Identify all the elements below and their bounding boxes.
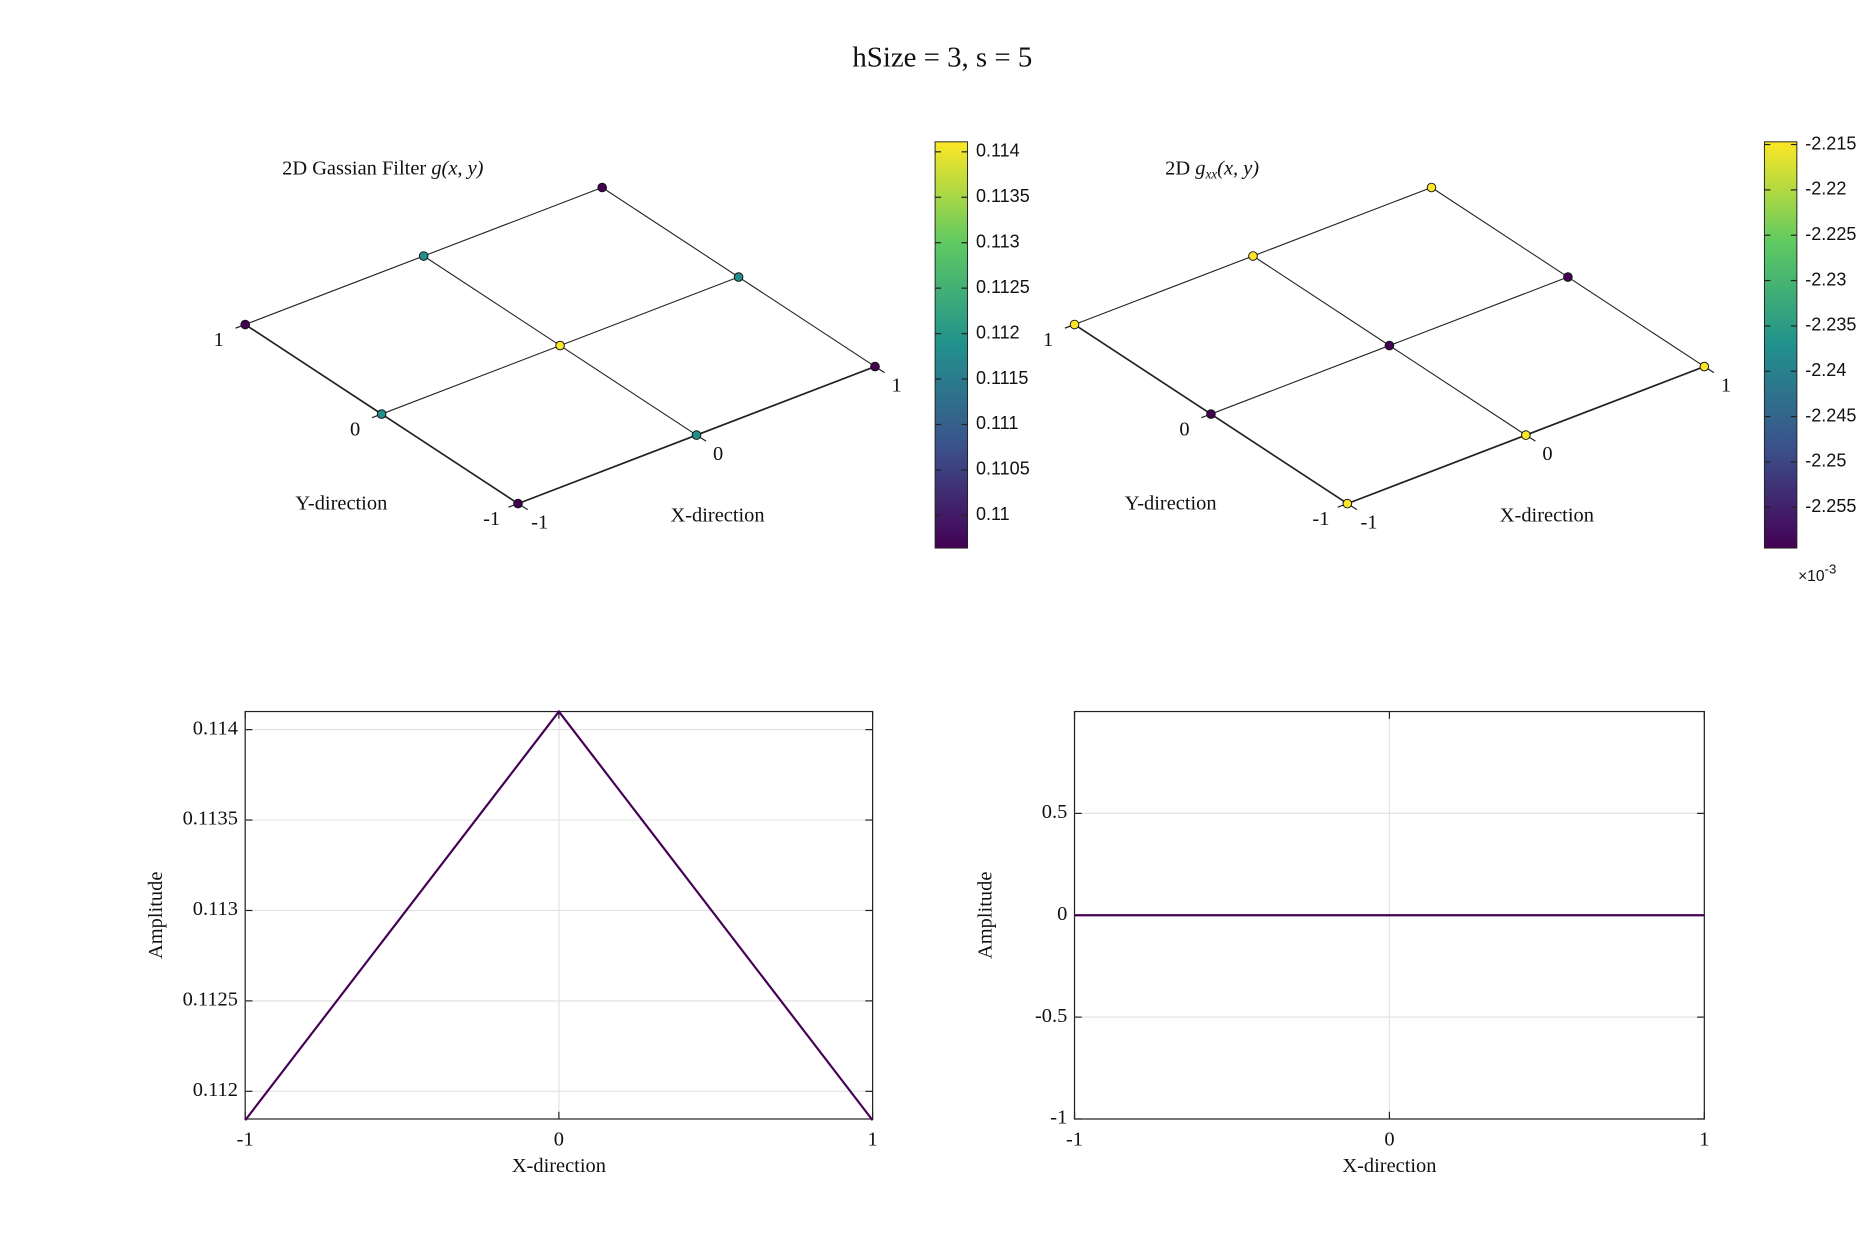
title-text: 2D bbox=[1165, 157, 1190, 179]
data-point bbox=[1563, 272, 1573, 282]
colorbar-multiplier: ×10-3 bbox=[1798, 561, 1836, 585]
title-math: g bbox=[431, 157, 441, 179]
data-point bbox=[240, 319, 250, 330]
colorbar-tick-label: 0.114 bbox=[976, 141, 1020, 161]
y-axis-label: Amplitude bbox=[145, 872, 167, 959]
data-point bbox=[870, 361, 880, 372]
y-tick-label: 1 bbox=[1043, 329, 1053, 351]
data-point bbox=[418, 251, 429, 261]
colorbar-tick-label: 0.1115 bbox=[976, 368, 1028, 388]
colorbar-tick-label: -2.215 bbox=[1805, 133, 1856, 153]
colorbar-tick-label: 0.113 bbox=[976, 231, 1020, 251]
data-point bbox=[597, 182, 607, 193]
colorbar-tick-label: -2.24 bbox=[1805, 360, 1846, 380]
y-axis-label: Y-direction bbox=[295, 492, 387, 514]
x-tick-label: 0 bbox=[1384, 1128, 1394, 1150]
y-tick-label: 0.5 bbox=[1042, 801, 1068, 823]
colorbar-tick-label: -2.235 bbox=[1805, 315, 1856, 335]
y-tick-label: 0.1135 bbox=[183, 808, 238, 830]
y-tick-label: 0.1125 bbox=[183, 989, 238, 1011]
y-tick-label: 0 bbox=[1179, 419, 1189, 441]
title-text: 2D Gassian Filter bbox=[282, 157, 426, 179]
x-axis-label: X-direction bbox=[670, 505, 764, 527]
title-math: (x, y) bbox=[1217, 157, 1259, 179]
y-tick-label: 0 bbox=[350, 419, 360, 441]
x-axis-label: X-direction bbox=[1342, 1155, 1436, 1177]
x-tick-label: 1 bbox=[1699, 1128, 1709, 1150]
multiplier-exponent: -3 bbox=[1825, 561, 1837, 576]
x-tick-label: 0 bbox=[1542, 443, 1552, 465]
data-point bbox=[1206, 409, 1216, 419]
y-tick-label: -0.5 bbox=[1035, 1005, 1067, 1027]
y-tick-label: 0.112 bbox=[193, 1079, 238, 1101]
y-tick-label: -1 bbox=[483, 508, 500, 530]
x-tick-label: 0 bbox=[554, 1128, 564, 1150]
y-tick-label: 0.113 bbox=[193, 898, 238, 920]
y-tick-label: 1 bbox=[214, 329, 224, 351]
data-point bbox=[1699, 361, 1710, 372]
y-axis-label: Amplitude bbox=[974, 872, 996, 959]
title-math-sub: xx bbox=[1204, 167, 1217, 182]
x-tick-label: 1 bbox=[1721, 375, 1731, 397]
colorbar-tick-label: 0.1105 bbox=[976, 459, 1030, 479]
x-tick-label: -1 bbox=[1360, 512, 1377, 534]
y-tick-label: -1 bbox=[1050, 1107, 1067, 1129]
colorbar-tick-label: 0.1125 bbox=[976, 277, 1030, 297]
x-tick-label: 0 bbox=[713, 443, 723, 465]
x-tick-label: 1 bbox=[892, 375, 902, 397]
data-point bbox=[555, 340, 565, 351]
data-point bbox=[733, 272, 744, 282]
x-tick-label: -1 bbox=[531, 512, 548, 534]
title-math: (x, y) bbox=[442, 157, 484, 179]
colorbar-tick-label: 0.11 bbox=[976, 504, 1010, 524]
figure-title: hSize = 3, s = 5 bbox=[852, 42, 1032, 74]
colorbar-tick-label: -2.225 bbox=[1805, 224, 1856, 244]
multiplier-base: ×10 bbox=[1798, 568, 1825, 585]
y-axis-label: Y-direction bbox=[1125, 492, 1217, 514]
colorbar-tick-label: -2.255 bbox=[1805, 496, 1856, 516]
y-tick-label: 0.114 bbox=[193, 717, 238, 739]
data-point bbox=[1248, 251, 1258, 261]
title-math: g bbox=[1195, 157, 1205, 179]
x-tick-label: 1 bbox=[867, 1128, 877, 1150]
colorbar-tick-label: -2.245 bbox=[1805, 405, 1856, 425]
colorbar-tick-label: -2.22 bbox=[1805, 179, 1846, 199]
colorbar bbox=[934, 141, 969, 549]
data-point bbox=[1342, 498, 1353, 509]
x-axis-label: X-direction bbox=[1500, 505, 1594, 527]
data-point bbox=[691, 430, 702, 440]
x-axis-label: X-direction bbox=[512, 1155, 606, 1177]
colorbar-tick-label: -2.25 bbox=[1805, 451, 1846, 471]
colorbar-tick-label: -2.23 bbox=[1805, 269, 1846, 289]
subplot-title: 2D gxx(x, y) bbox=[1165, 157, 1259, 181]
data-line bbox=[244, 709, 874, 1121]
x-tick-label: -1 bbox=[237, 1128, 254, 1150]
data-point bbox=[1069, 319, 1080, 330]
colorbar-tick-label: 0.112 bbox=[976, 322, 1020, 342]
subplot-title: 2D Gassian Filter g(x, y) bbox=[282, 157, 484, 179]
data-point bbox=[513, 498, 523, 509]
data-point bbox=[376, 409, 387, 419]
data-point bbox=[1521, 430, 1531, 440]
data-point bbox=[1384, 340, 1395, 351]
y-tick-label: -1 bbox=[1312, 508, 1329, 530]
x-tick-label: -1 bbox=[1066, 1128, 1083, 1150]
y-tick-label: 0 bbox=[1057, 903, 1067, 925]
colorbar-tick-label: 0.1135 bbox=[976, 186, 1030, 206]
data-point bbox=[1426, 182, 1437, 193]
colorbar bbox=[1763, 141, 1798, 549]
colorbar-tick-label: 0.111 bbox=[976, 413, 1018, 433]
